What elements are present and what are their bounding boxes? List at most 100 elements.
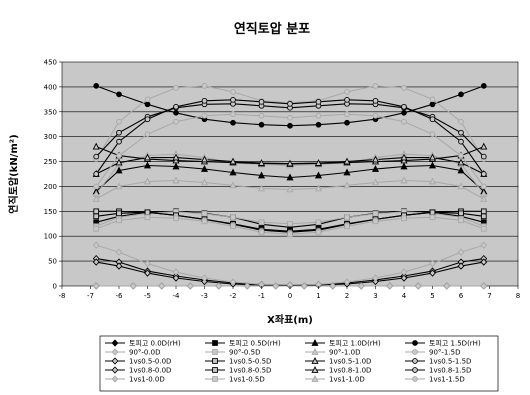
series-4-point-5 — [243, 282, 251, 290]
series-4-point-11 — [414, 282, 422, 290]
series-14-point-13 — [457, 158, 465, 166]
legend-label-6: 90°-1.0D — [329, 349, 360, 357]
series-15-point-0 — [93, 171, 100, 177]
series-18-point-3 — [172, 176, 180, 184]
series-17-point-2 — [144, 214, 151, 221]
series-14-point-9 — [343, 157, 351, 165]
legend-label-19: 1vs1-1.5D — [429, 376, 465, 384]
series-16-point-4 — [201, 274, 208, 282]
y-tick-label-2: 100 — [44, 233, 57, 241]
series-14-point-8 — [314, 159, 323, 166]
legend-label-11: 1vs0.5-1.5D — [429, 358, 471, 366]
series-7-point-13 — [458, 118, 464, 125]
series-2-point-12 — [428, 161, 437, 169]
series-3-point-7 — [287, 122, 293, 129]
legend-label-2: 토피고 1.0D(rH) — [329, 339, 381, 348]
series-12-point-14 — [480, 258, 488, 266]
legend-label-13: 1vs0.8-0.5D — [229, 367, 271, 375]
y-tick-label-3: 150 — [44, 208, 57, 216]
series-15-point-8 — [315, 98, 322, 105]
legend-items: 토피고 0.0D(rH) 토피고 0.5D(rH) 토피고 1.0D(rH) 토피고 … — [105, 339, 481, 384]
series-3-point-9 — [344, 119, 350, 126]
legend-swatch-marker-12 — [111, 366, 119, 374]
series-4-point-12 — [443, 282, 451, 290]
x-tick-label-15: 7 — [487, 292, 491, 300]
series-17-point-6 — [258, 229, 265, 236]
series-19-point-3 — [173, 118, 179, 125]
legend-label-0: 토피고 0.0D(rH) — [129, 339, 181, 348]
legend-swatch-marker-1 — [212, 340, 218, 346]
y-axis-ticks: 0 50 100 150 200 250 300 350 400 450 — [44, 59, 62, 291]
series-12-point-12 — [429, 269, 436, 277]
legend-swatch-marker-17 — [212, 376, 218, 382]
x-tick-label-9: 1 — [316, 292, 320, 300]
series-17-point-8 — [315, 229, 322, 236]
series-17-point-1 — [116, 217, 122, 224]
legend-swatch-marker-14 — [311, 366, 319, 373]
series-4-point-8 — [329, 282, 337, 290]
series-14-point-3 — [172, 153, 180, 161]
series-15-point-13 — [458, 138, 464, 145]
series-19-point-10 — [372, 112, 379, 119]
series-11-point-1 — [116, 129, 122, 136]
y-tick-label-9: 450 — [44, 59, 57, 67]
x-tick-label-0: -8 — [59, 292, 66, 300]
series-3-point-1 — [116, 91, 122, 98]
series-4-point-4 — [215, 282, 223, 290]
legend-label-4: 90°-0.0D — [129, 349, 160, 357]
series-14-point-5 — [229, 157, 237, 165]
legend-swatch-marker-9 — [212, 358, 218, 364]
series-4-point-1 — [129, 282, 137, 290]
series-2-point-8 — [314, 171, 323, 179]
x-tick-label-16: 8 — [516, 292, 520, 300]
legend-swatch-marker-18 — [311, 375, 319, 382]
series-3-point-14 — [480, 83, 487, 89]
series-4-point-3 — [186, 282, 194, 290]
legend-label-14: 1vs0.8-1.0D — [329, 367, 371, 375]
series-16-point-12 — [429, 259, 436, 268]
series-19-point-2 — [144, 131, 151, 138]
y-tick-label-7: 350 — [44, 108, 57, 116]
series-19-point-9 — [344, 111, 350, 118]
series-18-point-11 — [400, 176, 408, 184]
series-5-point-6 — [258, 219, 265, 226]
series-17-point-13 — [458, 217, 464, 224]
x-tick-label-1: -7 — [87, 292, 94, 300]
series-5-point-8 — [315, 219, 322, 226]
series-18-point-7 — [286, 185, 294, 193]
series-15-point-14 — [480, 171, 487, 177]
legend-swatch-marker-0 — [111, 339, 119, 347]
series-19-point-14 — [480, 183, 487, 190]
legend-swatch-marker-6 — [311, 348, 319, 355]
series-12-point-13 — [457, 262, 465, 270]
series-13-point-13 — [458, 210, 464, 217]
series-17-point-4 — [201, 218, 208, 225]
y-axis-label: 연직토압(kN/m²) — [7, 134, 20, 213]
series-12-point-2 — [144, 269, 151, 277]
series-3-point-0 — [93, 83, 100, 89]
series-14-point-12 — [428, 153, 437, 161]
series-3-point-5 — [230, 119, 236, 126]
series-2-point-13 — [457, 166, 465, 174]
series-14-point-10 — [371, 155, 380, 163]
legend-label-8: 1vs0.5-0.0D — [129, 358, 171, 366]
series-16-point-13 — [457, 248, 465, 256]
legend-label-15: 1vs0.8-1.5D — [429, 367, 471, 375]
series-2-point-5 — [229, 168, 237, 176]
y-tick-label-1: 50 — [48, 258, 57, 266]
series-18-point-4 — [200, 178, 209, 186]
series-11-point-13 — [458, 129, 464, 136]
series-2-point-3 — [172, 162, 180, 170]
series-4-point-6 — [272, 282, 280, 290]
series-15-point-9 — [344, 96, 350, 103]
series-18-point-0 — [92, 194, 100, 202]
series-18-point-2 — [143, 177, 152, 185]
series-18-point-10 — [371, 178, 380, 186]
legend-swatch-marker-2 — [311, 339, 319, 346]
series-19-point-5 — [230, 111, 236, 118]
legend-swatch-marker-13 — [212, 367, 218, 373]
legend-swatch-marker-15 — [412, 367, 418, 373]
x-tick-label-6: -2 — [230, 292, 237, 300]
series-2-point-11 — [400, 162, 408, 170]
